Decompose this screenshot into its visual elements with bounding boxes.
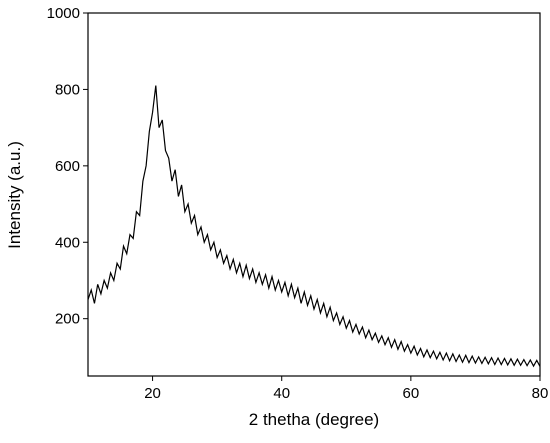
x-tick-label: 60: [403, 385, 420, 402]
x-tick-label: 20: [144, 385, 161, 402]
x-tick-label: 40: [273, 385, 290, 402]
x-axis-label: 2 thetha (degree): [249, 410, 379, 429]
y-tick-label: 800: [55, 81, 80, 98]
y-axis-label: Intensity (a.u.): [5, 141, 24, 249]
y-tick-label: 1000: [47, 5, 80, 22]
data-line: [87, 85, 541, 368]
x-tick-label: 80: [532, 385, 549, 402]
y-tick-label: 600: [55, 158, 80, 175]
y-tick-label: 200: [55, 311, 80, 328]
y-tick-label: 400: [55, 234, 80, 251]
plot-frame: [87, 12, 541, 377]
